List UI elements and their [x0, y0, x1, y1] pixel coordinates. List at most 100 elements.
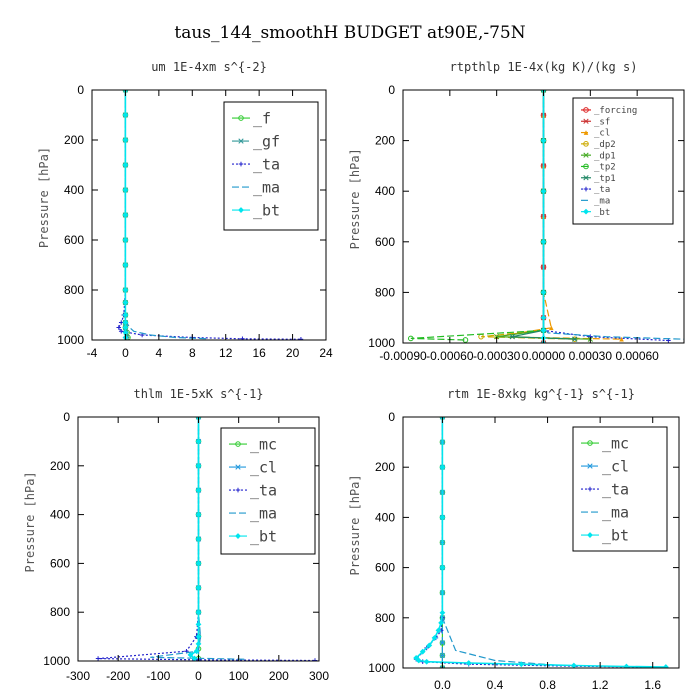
legend-label: _ta	[250, 481, 277, 499]
data-point	[462, 337, 469, 343]
series-line-ma	[124, 90, 210, 340]
legend-marker	[583, 163, 589, 170]
y-tick-label: 800	[375, 285, 395, 299]
y-tick-label: 1000	[57, 333, 84, 347]
y-tick-label: 800	[50, 605, 70, 619]
data-point	[195, 536, 202, 542]
series-group	[95, 417, 318, 661]
legend-label: _sf	[594, 117, 610, 127]
chart-panels: um 1E-4xm s^{-2} Pressure [hPa] -4 0 4 8 12 16 2…	[23, 60, 685, 692]
panel-title: rtpthlp 1E-4x(kg K)/(kg s)	[450, 60, 638, 74]
data-point	[423, 658, 430, 665]
panel-title: rtm 1E-8xkg kg^{-1} s^{-1}	[447, 387, 635, 401]
legend-marker	[587, 532, 593, 538]
data-point	[191, 655, 198, 661]
legend-marker	[587, 463, 593, 469]
data-point	[540, 289, 547, 296]
x-tick-label: 1.2	[592, 678, 609, 692]
data-point	[540, 188, 547, 195]
y-tick-label: 0	[388, 410, 395, 424]
data-point	[439, 464, 446, 471]
legend-label: _ta	[594, 185, 610, 195]
legend-marker	[583, 130, 589, 135]
legend-label: _ma	[594, 197, 610, 207]
x-tick-label: 20	[286, 346, 300, 360]
legend-marker	[238, 207, 244, 213]
legend-label: _ma	[250, 504, 277, 522]
x-tick-label: 4	[156, 346, 163, 360]
legend-label: _mc	[250, 435, 277, 453]
series-line-tp2	[410, 90, 545, 341]
data-point	[518, 661, 525, 668]
data-point	[195, 462, 202, 469]
legend-label: _ma	[602, 503, 629, 521]
legend-marker	[238, 161, 244, 167]
legend-label: _tp2	[594, 163, 616, 173]
x-tick-label: 24	[319, 346, 333, 360]
y-tick-label: 800	[64, 283, 84, 297]
legend-label: _cl	[594, 129, 610, 139]
y-tick-label: 600	[375, 561, 395, 575]
data-point	[419, 648, 426, 655]
y-tick-label: 400	[50, 508, 70, 522]
y-axis-label: Pressure [hPa]	[23, 471, 37, 572]
series-line-ma	[441, 417, 561, 667]
data-point	[187, 652, 194, 658]
plot-frame	[402, 416, 680, 669]
data-point	[540, 238, 547, 245]
legend-label: _bt	[253, 201, 280, 219]
data-point	[465, 660, 472, 666]
data-point	[122, 162, 129, 168]
legend-label: _ta	[602, 480, 629, 498]
y-tick-label: 400	[64, 183, 84, 197]
panel-4: rtm 1E-8xkg kg^{-1} s^{-1} Pressure [hPa]…	[348, 387, 680, 692]
x-tick-label: 0	[122, 346, 129, 360]
data-point	[195, 584, 202, 591]
legend-label: _cl	[602, 457, 629, 475]
data-point	[623, 663, 630, 668]
x-tick-label: -4	[87, 346, 98, 360]
data-point	[415, 657, 422, 664]
legend-box	[572, 97, 674, 225]
data-point	[439, 514, 446, 521]
y-tick-label: 1000	[368, 336, 395, 350]
y-tick-label: 200	[375, 460, 395, 474]
legend-label: _f	[253, 109, 271, 127]
data-point	[572, 336, 578, 342]
legend-marker	[587, 440, 593, 446]
y-tick-label: 0	[63, 410, 70, 424]
data-point	[298, 336, 304, 340]
data-point	[438, 619, 445, 626]
data-point	[494, 334, 500, 340]
y-tick-label: 800	[375, 611, 395, 625]
data-point	[193, 648, 200, 655]
legend-marker	[235, 487, 241, 493]
plot-frame	[91, 89, 327, 341]
data-point	[439, 609, 446, 616]
legend: _mc _cl _ta _ma _bt	[220, 427, 316, 555]
series-line-dp2	[481, 90, 575, 340]
data-point	[439, 417, 446, 420]
x-tick-label: 0.0	[434, 678, 451, 692]
legend-label: _bt	[250, 527, 277, 545]
x-tick-label: -100	[146, 669, 170, 683]
legend-label: _gf	[253, 132, 280, 150]
x-tick-label: 0.00030	[569, 349, 613, 363]
legend-label: _cl	[250, 458, 277, 476]
x-tick-label: -0.00030	[473, 349, 521, 363]
data-point	[426, 642, 433, 649]
x-tick-label: -0.00060	[426, 349, 474, 363]
data-point	[195, 621, 202, 628]
legend-marker	[583, 175, 589, 181]
data-point	[95, 656, 101, 661]
x-tick-label: 0.8	[539, 678, 556, 692]
data-point	[195, 417, 202, 420]
x-tick-label: 200	[269, 669, 289, 683]
data-point	[195, 609, 202, 616]
data-point	[439, 640, 446, 646]
legend-label: _ma	[253, 178, 280, 196]
y-axis-label: Pressure [hPa]	[348, 148, 362, 249]
x-tick-label: 0.00000	[522, 349, 566, 363]
x-tick-label: -200	[106, 669, 130, 683]
